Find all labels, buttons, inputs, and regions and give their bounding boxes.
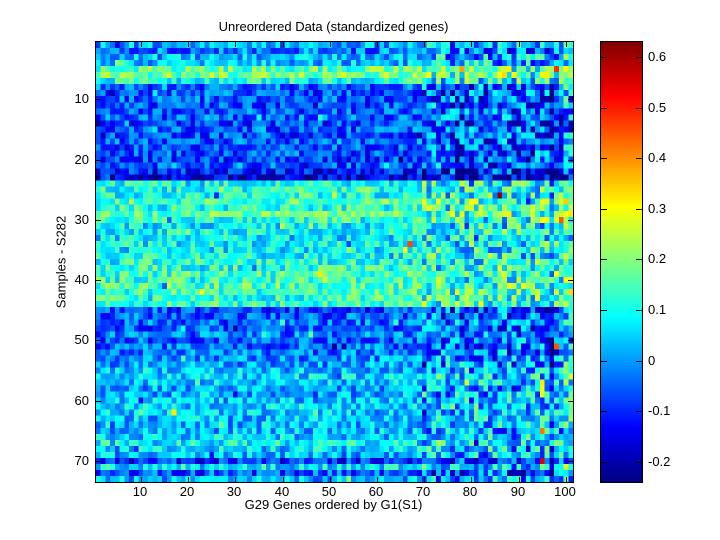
colorbar-tick-mark-right — [636, 158, 642, 159]
x-tick-label: 90 — [510, 484, 526, 499]
y-tick-label: 40 — [74, 272, 89, 287]
colorbar-tick-mark-left — [601, 209, 607, 210]
x-tick-mark-bottom — [141, 477, 142, 482]
x-tick-mark-top — [424, 42, 425, 47]
colorbar-tick-mark-right — [636, 209, 642, 210]
y-tick-mark-right — [568, 401, 573, 402]
x-tick-mark-bottom — [283, 477, 284, 482]
colorbar-tick-mark-left — [601, 158, 607, 159]
x-tick-label: 20 — [179, 484, 195, 499]
x-tick-mark-top — [188, 42, 189, 47]
y-tick-mark-left — [96, 220, 101, 221]
x-tick-label: 30 — [226, 484, 242, 499]
y-tick-label: 20 — [74, 152, 89, 167]
y-tick-mark-left — [96, 461, 101, 462]
x-tick-mark-bottom — [424, 477, 425, 482]
y-tick-mark-right — [568, 220, 573, 221]
heatmap-canvas — [96, 42, 573, 482]
x-tick-mark-bottom — [188, 477, 189, 482]
colorbar-tick-mark-left — [601, 462, 607, 463]
x-tick-label: 80 — [462, 484, 478, 499]
x-tick-label: 10 — [132, 484, 148, 499]
x-axis-label: G29 Genes ordered by G1(S1) — [244, 497, 423, 512]
x-tick-label: 70 — [415, 484, 431, 499]
colorbar — [600, 41, 643, 483]
x-tick-label: 100 — [554, 484, 576, 499]
colorbar-tick-mark-right — [636, 108, 642, 109]
y-tick-mark-right — [568, 280, 573, 281]
x-tick-mark-top — [235, 42, 236, 47]
y-tick-mark-right — [568, 340, 573, 341]
x-tick-label: 40 — [274, 484, 290, 499]
y-tick-mark-left — [96, 160, 101, 161]
colorbar-tick-mark-left — [601, 411, 607, 412]
x-tick-mark-top — [141, 42, 142, 47]
colorbar-tick-label: 0.1 — [648, 302, 667, 317]
y-tick-mark-right — [568, 461, 573, 462]
y-tick-label: 70 — [74, 453, 89, 468]
x-tick-mark-bottom — [235, 477, 236, 482]
colorbar-tick-label: 0.2 — [648, 251, 667, 266]
x-tick-label: 60 — [368, 484, 384, 499]
colorbar-tick-label: -0.2 — [648, 454, 671, 469]
x-tick-mark-bottom — [519, 477, 520, 482]
colorbar-tick-label: 0.3 — [648, 201, 667, 216]
x-tick-mark-top — [283, 42, 284, 47]
colorbar-tick-mark-right — [636, 57, 642, 58]
chart-title: Unreordered Data (standardized genes) — [218, 19, 449, 34]
colorbar-tick-label: 0.4 — [648, 150, 667, 165]
colorbar-tick-label: 0 — [648, 353, 656, 368]
x-tick-label: 50 — [321, 484, 337, 499]
x-tick-mark-top — [330, 42, 331, 47]
colorbar-tick-label: -0.1 — [648, 403, 671, 418]
colorbar-tick-mark-right — [636, 462, 642, 463]
x-tick-mark-bottom — [377, 477, 378, 482]
colorbar-tick-label: 0.5 — [648, 100, 667, 115]
plot-area — [95, 41, 574, 483]
x-tick-mark-bottom — [471, 477, 472, 482]
colorbar-tick-mark-right — [636, 259, 642, 260]
y-tick-label: 60 — [74, 393, 89, 408]
colorbar-tick-mark-left — [601, 108, 607, 109]
x-tick-mark-bottom — [330, 477, 331, 482]
y-tick-mark-left — [96, 280, 101, 281]
y-tick-label: 10 — [74, 91, 89, 106]
x-tick-mark-top — [519, 42, 520, 47]
colorbar-tick-mark-left — [601, 361, 607, 362]
x-tick-mark-bottom — [566, 477, 567, 482]
y-tick-mark-right — [568, 99, 573, 100]
colorbar-tick-mark-right — [636, 361, 642, 362]
y-tick-mark-right — [568, 160, 573, 161]
x-tick-mark-top — [471, 42, 472, 47]
x-tick-mark-top — [377, 42, 378, 47]
colorbar-tick-mark-left — [601, 57, 607, 58]
y-tick-label: 50 — [74, 332, 89, 347]
y-tick-mark-left — [96, 99, 101, 100]
colorbar-tick-label: 0.6 — [648, 49, 667, 64]
y-axis-label: Samples - S282 — [53, 215, 69, 309]
colorbar-tick-mark-right — [636, 411, 642, 412]
colorbar-tick-mark-right — [636, 310, 642, 311]
x-tick-mark-top — [566, 42, 567, 47]
colorbar-tick-mark-left — [601, 259, 607, 260]
colorbar-tick-mark-left — [601, 310, 607, 311]
y-tick-mark-left — [96, 401, 101, 402]
y-tick-mark-left — [96, 340, 101, 341]
y-tick-label: 30 — [74, 212, 89, 227]
